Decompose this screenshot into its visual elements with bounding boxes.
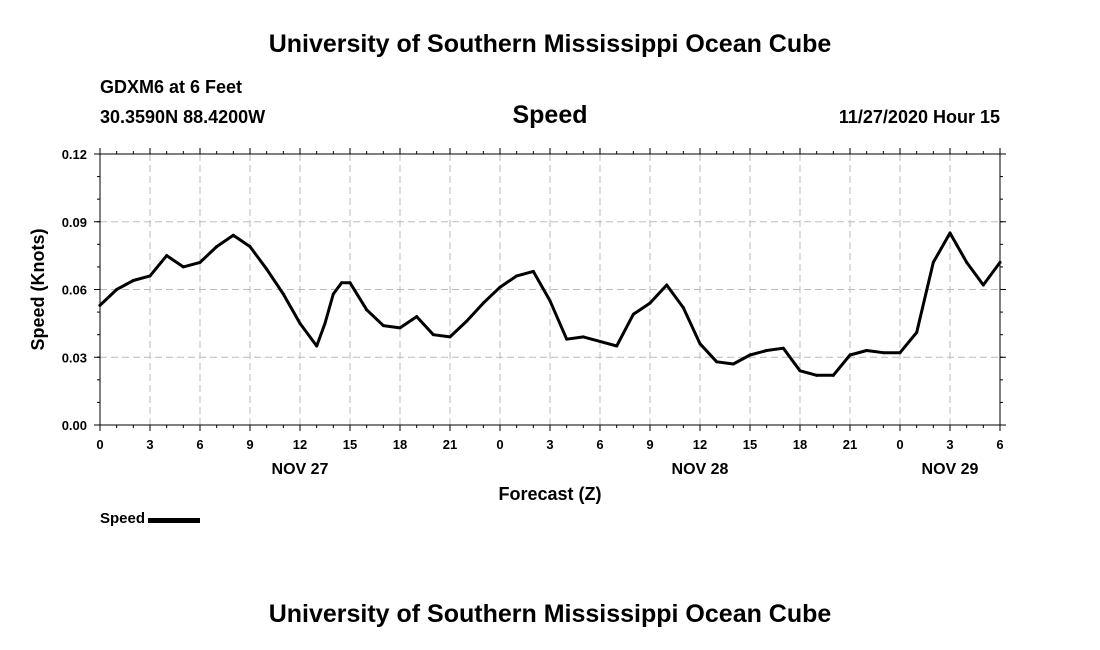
data-point bbox=[365, 308, 369, 312]
footer-title: University of Southern Mississippi Ocean… bbox=[268, 600, 832, 628]
data-point bbox=[415, 315, 419, 319]
data-point bbox=[698, 342, 702, 346]
data-point bbox=[531, 269, 535, 273]
data-point bbox=[748, 353, 752, 357]
data-point bbox=[448, 335, 452, 339]
data-point bbox=[481, 301, 485, 305]
date-label: NOV 28 bbox=[672, 461, 729, 478]
data-point bbox=[898, 351, 902, 355]
data-point bbox=[198, 260, 202, 264]
data-point bbox=[731, 362, 735, 366]
data-point bbox=[548, 299, 552, 303]
chart-title: Speed bbox=[512, 101, 588, 129]
data-point bbox=[681, 306, 685, 310]
x-tick-label: 18 bbox=[393, 437, 407, 452]
data-point bbox=[148, 274, 152, 278]
x-tick-label: 21 bbox=[843, 437, 857, 452]
y-tick-label: 0.00 bbox=[62, 418, 87, 433]
data-point bbox=[431, 333, 435, 337]
data-point bbox=[131, 278, 135, 282]
station-label: GDXM6 at 6 Feet bbox=[100, 77, 243, 97]
x-tick-label: 18 bbox=[793, 437, 807, 452]
legend: Speed bbox=[100, 510, 201, 527]
x-tick-label: 12 bbox=[693, 437, 707, 452]
data-point bbox=[598, 339, 602, 343]
data-point bbox=[165, 254, 169, 258]
page-title: University of Southern Mississippi Ocean… bbox=[268, 30, 832, 58]
data-point bbox=[965, 260, 969, 264]
data-point bbox=[581, 335, 585, 339]
data-point bbox=[615, 344, 619, 348]
data-point bbox=[348, 281, 352, 285]
x-tick-label: 21 bbox=[443, 437, 457, 452]
date-label: NOV 29 bbox=[922, 461, 979, 478]
x-tick-label: 0 bbox=[896, 437, 903, 452]
data-point bbox=[881, 351, 885, 355]
coordinates-label: 30.3590N 88.4200W bbox=[100, 107, 266, 127]
x-tick-label: 0 bbox=[96, 437, 103, 452]
data-point bbox=[815, 373, 819, 377]
data-point bbox=[848, 353, 852, 357]
data-point bbox=[781, 346, 785, 350]
data-point bbox=[181, 265, 185, 269]
y-axis-title: Speed (Knots) bbox=[28, 228, 48, 350]
y-tick-label: 0.06 bbox=[62, 283, 87, 298]
data-point bbox=[948, 231, 952, 235]
x-tick-label: 3 bbox=[146, 437, 153, 452]
x-tick-label: 0 bbox=[496, 437, 503, 452]
x-tick-label: 6 bbox=[196, 437, 203, 452]
x-tick-label: 9 bbox=[646, 437, 653, 452]
data-point bbox=[381, 324, 385, 328]
data-point bbox=[931, 260, 935, 264]
x-tick-label: 3 bbox=[546, 437, 553, 452]
y-tick-label: 0.03 bbox=[62, 350, 87, 365]
forecast-datetime: 11/27/2020 Hour 15 bbox=[838, 107, 1000, 127]
data-point bbox=[715, 360, 719, 364]
data-point bbox=[248, 245, 252, 249]
data-point bbox=[915, 330, 919, 334]
data-point bbox=[648, 301, 652, 305]
x-tick-label: 6 bbox=[996, 437, 1003, 452]
data-point bbox=[331, 292, 335, 296]
data-point bbox=[298, 321, 302, 325]
date-label: NOV 27 bbox=[272, 461, 329, 478]
y-tick-label: 0.12 bbox=[62, 147, 87, 162]
x-tick-label: 12 bbox=[293, 437, 307, 452]
x-tick-label: 3 bbox=[946, 437, 953, 452]
plot-frame bbox=[99, 153, 1001, 426]
x-axis-title: Forecast (Z) bbox=[498, 484, 601, 504]
legend-label: Speed bbox=[100, 510, 146, 527]
data-point bbox=[565, 337, 569, 341]
data-point bbox=[398, 326, 402, 330]
data-point bbox=[631, 312, 635, 316]
data-point bbox=[865, 348, 869, 352]
data-point bbox=[323, 321, 327, 325]
data-point bbox=[831, 373, 835, 377]
x-tick-label: 15 bbox=[343, 437, 357, 452]
data-point bbox=[315, 344, 319, 348]
data-point bbox=[465, 319, 469, 323]
data-point bbox=[765, 348, 769, 352]
x-tick-label: 6 bbox=[596, 437, 603, 452]
data-point bbox=[340, 281, 344, 285]
data-point bbox=[265, 267, 269, 271]
data-point bbox=[215, 245, 219, 249]
x-tick-label: 15 bbox=[743, 437, 757, 452]
data-point bbox=[998, 260, 1002, 264]
data-point bbox=[231, 233, 235, 237]
y-tick-label: 0.09 bbox=[62, 215, 87, 230]
data-point bbox=[115, 288, 119, 291]
data-point bbox=[281, 292, 285, 296]
data-point bbox=[98, 303, 102, 307]
data-point bbox=[981, 283, 985, 287]
legend-swatch bbox=[148, 518, 201, 523]
data-point bbox=[498, 285, 502, 289]
data-point bbox=[798, 369, 802, 373]
x-tick-label: 9 bbox=[246, 437, 253, 452]
data-point bbox=[665, 283, 669, 287]
data-point bbox=[515, 274, 519, 278]
